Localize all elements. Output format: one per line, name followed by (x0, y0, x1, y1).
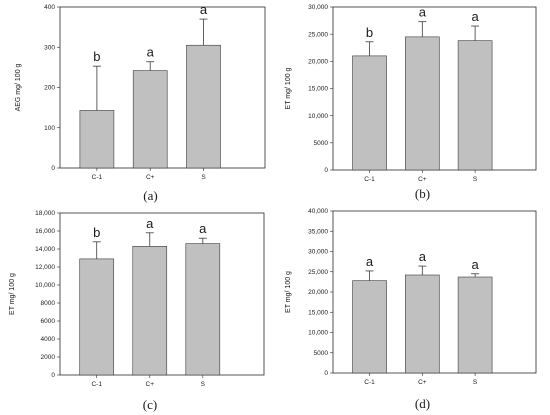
x-tick-label: C+ (418, 176, 427, 183)
y-tick-label: 10,000 (308, 330, 328, 337)
y-tick-label: 30,000 (308, 4, 328, 11)
chart-panel-2: 0 5000 10,000 15,000 20,000 25,000 30,000 ET mg… (285, 4, 537, 201)
x-tick-label: S (473, 379, 478, 386)
y-tick-label: 200 (44, 85, 55, 92)
panel-label: (c) (143, 397, 157, 412)
y-tick-label: 6000 (41, 318, 56, 325)
panel-label: (b) (415, 186, 430, 201)
panel-label: (d) (415, 396, 430, 411)
y-axis-label: ET mg/ 100 g (285, 271, 292, 313)
panel-label: (a) (143, 188, 157, 203)
x-tick-label: S (201, 174, 206, 181)
significance-letter: a (199, 221, 207, 236)
bar (405, 274, 440, 374)
bar (457, 276, 493, 374)
bar (186, 44, 221, 169)
y-tick-label: 0 (51, 372, 55, 379)
significance-letter: a (146, 216, 154, 231)
y-axis-label: AEG mg/ 100 g (15, 63, 22, 111)
significance-letter: b (93, 49, 100, 64)
y-tick-label: 25,000 (308, 269, 328, 276)
chart-panel-1: 0 100 200 300 400 AEG mg/ 100 g b C-1 a C+ a S (a) (15, 2, 266, 203)
y-tick-label: 2000 (41, 354, 56, 361)
significance-letter: a (471, 9, 479, 24)
x-tick-label: C-1 (364, 176, 375, 183)
x-tick-label: C+ (146, 174, 155, 181)
y-tick-label: 100 (44, 125, 55, 132)
bar (185, 243, 221, 376)
y-tick-label: 30,000 (308, 249, 328, 256)
y-tick-label: 40,000 (308, 208, 328, 215)
y-axis-label: ET mg/ 100 g (285, 67, 292, 109)
y-tick-label: 14,000 (35, 246, 55, 253)
y-tick-label: 300 (44, 44, 55, 51)
significance-letter: a (200, 2, 208, 17)
y-tick-label: 16,000 (35, 228, 55, 235)
bar (132, 246, 168, 376)
bar (79, 110, 115, 169)
significance-letter: a (419, 249, 427, 264)
x-tick-label: S (201, 381, 206, 388)
x-tick-label: S (473, 176, 478, 183)
y-tick-label: 4000 (41, 336, 56, 343)
significance-letter: b (93, 225, 100, 240)
y-tick-label: 20,000 (308, 59, 328, 66)
x-tick-label: C-1 (91, 381, 102, 388)
bar (132, 70, 168, 169)
y-tick-label: 18,000 (35, 210, 55, 217)
x-tick-label: C-1 (92, 174, 103, 181)
bar (352, 280, 387, 374)
y-tick-label: 20,000 (308, 289, 328, 296)
y-tick-label: 0 (324, 167, 328, 174)
y-tick-label: 10,000 (308, 113, 328, 120)
y-tick-label: 25,000 (308, 31, 328, 38)
bar (457, 40, 493, 171)
significance-letter: b (366, 25, 373, 40)
y-tick-label: 35,000 (308, 228, 328, 235)
chart-panel-4: 0 5000 10,000 15,000 20,000 25,000 30,000 35,00… (285, 208, 537, 411)
y-axis-label: ET mg/ 100 g (9, 273, 16, 315)
y-tick-label: 5000 (314, 140, 329, 147)
x-tick-label: C-1 (364, 379, 375, 386)
significance-letter: a (419, 5, 427, 20)
y-tick-label: 8000 (41, 300, 56, 307)
y-tick-label: 0 (324, 370, 328, 377)
y-tick-label: 5000 (314, 350, 329, 357)
x-tick-label: C+ (146, 381, 155, 388)
y-tick-label: 12,000 (35, 264, 55, 271)
significance-letter: a (366, 254, 374, 269)
y-tick-label: 15,000 (308, 309, 328, 316)
bar (79, 258, 115, 376)
bar (405, 36, 440, 171)
y-tick-label: 15,000 (308, 86, 328, 93)
significance-letter: a (147, 45, 155, 60)
chart-panel-3: 0 2000 4000 6000 8000 10,000 12,000 14,000 16,00… (9, 210, 265, 412)
y-tick-label: 0 (51, 165, 55, 172)
y-tick-label: 10,000 (35, 282, 55, 289)
bar (352, 55, 387, 171)
y-tick-label: 400 (44, 4, 55, 11)
x-tick-label: C+ (418, 379, 427, 386)
significance-letter: a (471, 257, 479, 272)
